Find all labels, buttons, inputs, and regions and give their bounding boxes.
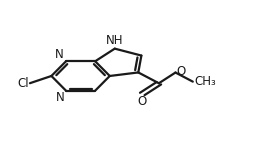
Text: N: N — [55, 48, 64, 60]
Text: NH: NH — [106, 34, 123, 47]
Text: CH₃: CH₃ — [193, 75, 215, 88]
Text: Cl: Cl — [17, 77, 28, 90]
Text: N: N — [56, 91, 65, 104]
Text: O: O — [176, 65, 185, 78]
Text: O: O — [137, 95, 146, 108]
